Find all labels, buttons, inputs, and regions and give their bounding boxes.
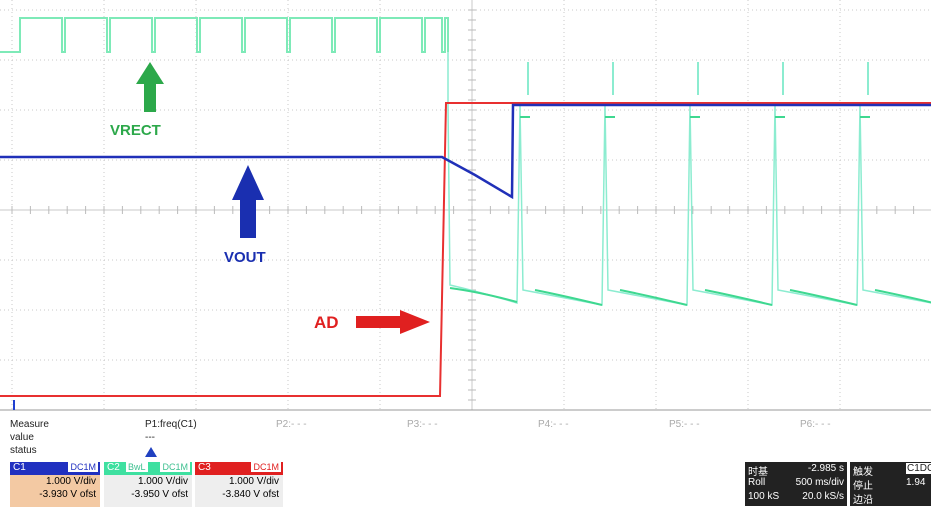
timebase-rate: 20.0 kS/s [802, 491, 844, 502]
trigger-state: 停止 [853, 481, 873, 492]
measure-param: P5:- - - [669, 419, 700, 430]
vout-label: VOUT [224, 249, 266, 266]
c3-coupling: DC1M [251, 462, 281, 472]
waveform-display: VRECT VOUT AD [0, 0, 931, 411]
vrect-top-wave [0, 17, 449, 53]
c2-box[interactable]: C2 BwL DC1M 1.000 V/div -3.950 V ofst [104, 462, 192, 507]
measure-param: P1:freq(C1) [145, 419, 197, 430]
vrect-sag [619, 289, 688, 306]
timebase-delay: -2.985 s [807, 463, 844, 474]
c2-coupling: DC1M [160, 462, 190, 472]
vrect-wave [447, 52, 931, 306]
vrect-sag [789, 289, 858, 306]
vrect-label: VRECT [110, 122, 161, 139]
trigger-coupling: DC [919, 463, 931, 474]
c2-offset: -3.950 V ofst [131, 489, 188, 500]
c3-box[interactable]: C3 DC1M 1.000 V/div -3.840 V ofst [195, 462, 283, 507]
value: --- [145, 432, 155, 443]
grid [0, 0, 931, 411]
vrect-sag [534, 289, 603, 306]
timebase-points: 100 kS [748, 491, 780, 502]
timebase-label: 时基 [748, 467, 768, 478]
status-icon [145, 447, 157, 457]
vrect-sag [704, 289, 773, 306]
trigger-label: 触发 [853, 467, 873, 478]
measure-param: P4:- - - [538, 419, 569, 430]
timebase-mode: Roll [748, 477, 766, 488]
c1-box[interactable]: C1 DC1M 1.000 V/div -3.930 V ofst [10, 462, 100, 507]
waveforms [0, 17, 931, 397]
status-label: status [10, 445, 37, 456]
ad-wave [0, 102, 931, 397]
c2-bw: BwL [126, 462, 148, 472]
measure-label: Measure [10, 419, 49, 430]
vrect-arrow [136, 62, 164, 112]
vout-wave [0, 103, 931, 200]
c3-vdiv: 1.000 V/div [228, 476, 279, 487]
trigger-box[interactable]: 触发 停止 边沿 C1DC 1.94 [850, 462, 931, 506]
trigger-level: 1.94 [906, 477, 926, 488]
measure-param: P6:- - - [800, 419, 831, 430]
timebase-tdiv: 500 ms/div [795, 477, 844, 488]
vrect-sag [449, 287, 518, 303]
measure-param: P2:- - - [276, 419, 307, 430]
ad-arrow [356, 310, 430, 334]
ad-label: AD [314, 313, 339, 332]
c3-name: C3 [198, 462, 211, 473]
c1-offset: -3.930 V ofst [39, 489, 96, 500]
timebase-box[interactable]: 时基 -2.985 s Roll 500 ms/div 100 kS 20.0 … [745, 462, 847, 506]
c1-coupling: DC1M [68, 462, 98, 472]
value-label: value [10, 432, 34, 443]
trigger-source-name: C1 [907, 463, 920, 474]
c1-name: C1 [13, 462, 26, 473]
trigger-source: C1DC [906, 463, 931, 474]
trigger-type: 边沿 [853, 495, 873, 506]
vrect-sag [874, 289, 931, 304]
c3-offset: -3.840 V ofst [222, 489, 279, 500]
c1-vdiv: 1.000 V/div [45, 476, 96, 487]
vout-arrow [232, 165, 264, 238]
c2-name: C2 [107, 462, 120, 473]
c2-vdiv: 1.000 V/div [137, 476, 188, 487]
measure-param: P3:- - - [407, 419, 438, 430]
